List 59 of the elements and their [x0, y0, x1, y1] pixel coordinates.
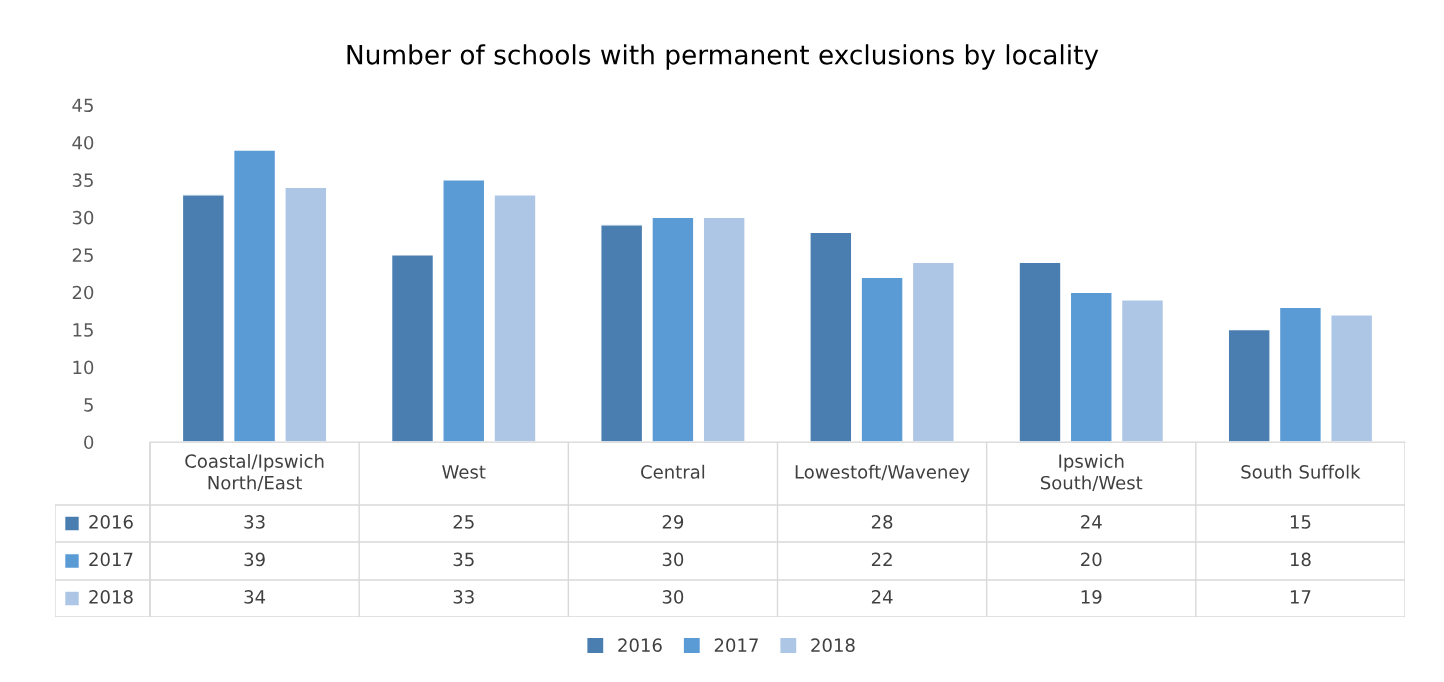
y-tick-label: 10: [73, 360, 94, 375]
bar: [442, 179, 486, 442]
data-label: 34: [244, 590, 266, 604]
bar: [1018, 261, 1062, 442]
y-tick-label: 0: [84, 435, 94, 450]
chart-title: Number of schools with permanent exclusions by locality: [347, 44, 1099, 70]
bar: [284, 186, 328, 442]
data-label: 19: [1081, 590, 1102, 604]
bar: [1227, 328, 1271, 442]
bar: [1069, 291, 1113, 442]
y-tick-label: 15: [73, 323, 93, 337]
data-label: 33: [244, 515, 265, 529]
x-tick-label: Ipswich South/West: [1040, 453, 1143, 491]
data-label: 28: [871, 515, 893, 529]
data-label: 25: [453, 515, 474, 529]
legend-label: 2016: [89, 515, 133, 529]
text: 2018: [89, 590, 133, 604]
y-tick-label: 45: [72, 98, 93, 113]
data-label: 30: [662, 552, 684, 567]
bar: [1278, 306, 1323, 442]
bar: [809, 231, 853, 442]
x-tick-label: Lowestoft/Waveney: [795, 464, 970, 483]
x-tick-label: Central: [641, 464, 705, 479]
bar: [181, 194, 225, 442]
legend-label: 2017: [89, 552, 133, 567]
y-tick-label: 25: [72, 248, 93, 262]
bar: [702, 216, 746, 442]
bar: [493, 194, 537, 442]
x-tick-label: West: [442, 465, 486, 479]
data-label: 33: [453, 590, 474, 604]
data-label: 22: [871, 552, 892, 566]
y-tick-label: 30: [72, 210, 94, 225]
text: 2017: [714, 638, 758, 653]
data-label: 35: [453, 552, 474, 567]
data-label: 24: [1081, 515, 1102, 529]
bar: [1120, 299, 1165, 442]
bar: [1330, 313, 1374, 442]
data-label: 15: [1290, 515, 1311, 529]
y-tick-label: 40: [72, 135, 94, 150]
data-label: 17: [1290, 590, 1311, 604]
y-tick-label: 5: [84, 398, 93, 412]
data-label: 18: [1290, 552, 1311, 567]
y-tick-label: 35: [72, 173, 93, 188]
bar: [911, 261, 955, 442]
x-tick-label: South Suffolk: [1241, 464, 1361, 479]
data-label: 24: [871, 590, 893, 604]
bar: [651, 216, 695, 442]
bar: [232, 149, 277, 442]
data-label: 39: [244, 552, 265, 567]
data-label: 29: [662, 515, 684, 529]
data-label: 20: [1081, 552, 1102, 567]
y-tick-label: 20: [72, 285, 94, 300]
data-label: 30: [662, 590, 684, 604]
bar: [600, 224, 644, 442]
x-tick-label: Coastal/Ipswich North/East: [185, 453, 324, 491]
bar: [860, 276, 904, 442]
legend-label: 2018: [811, 638, 855, 653]
text: 2016: [618, 638, 662, 653]
bar: [390, 254, 435, 442]
